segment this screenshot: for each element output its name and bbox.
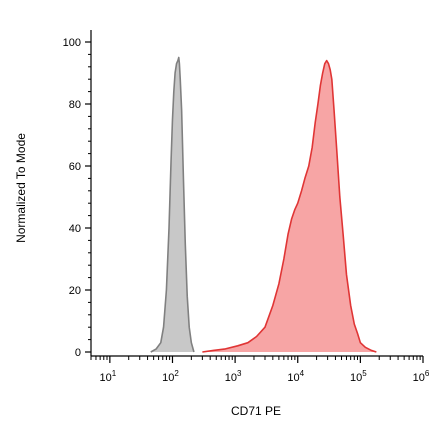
y-tick-label: 100 bbox=[63, 37, 81, 49]
x-tick-label: 102 bbox=[162, 369, 179, 384]
x-tick-label: 101 bbox=[100, 369, 117, 384]
series-0-line bbox=[150, 56, 195, 353]
y-tick-label: 20 bbox=[69, 285, 81, 297]
y-tick-label: 60 bbox=[69, 161, 81, 173]
series-0-area bbox=[150, 57, 194, 352]
y-tick-label: 80 bbox=[69, 99, 81, 111]
series-1-line bbox=[202, 59, 377, 353]
series-layer bbox=[150, 56, 377, 353]
y-axis-label: Normalized To Mode bbox=[14, 133, 28, 243]
y-tick-label: 40 bbox=[69, 223, 81, 235]
x-tick-label: 103 bbox=[225, 369, 242, 384]
x-tick-label: 105 bbox=[350, 369, 367, 384]
series-1-area bbox=[202, 60, 377, 352]
x-tick-label: 104 bbox=[287, 369, 304, 384]
x-tick-label: 106 bbox=[413, 369, 430, 384]
axes-layer: 0 20 40 60 80 100 101 102 103 104 105 106 bbox=[63, 30, 430, 384]
y-tick-label: 0 bbox=[75, 347, 81, 359]
x-axis-label: CD71 PE bbox=[231, 404, 281, 418]
